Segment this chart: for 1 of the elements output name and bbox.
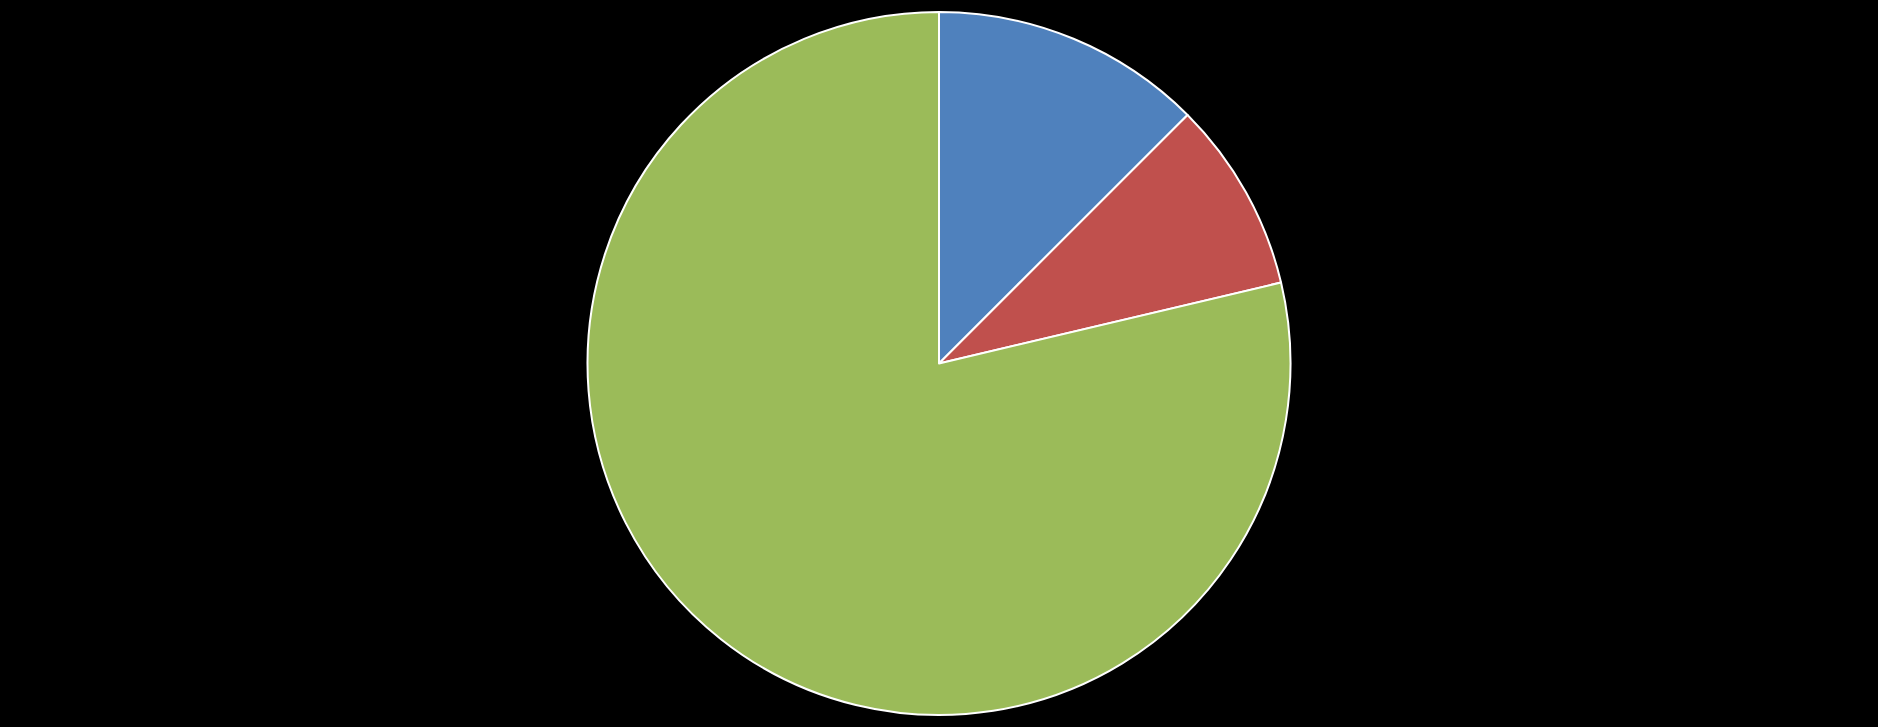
pie-slice (586, 11, 1292, 716)
